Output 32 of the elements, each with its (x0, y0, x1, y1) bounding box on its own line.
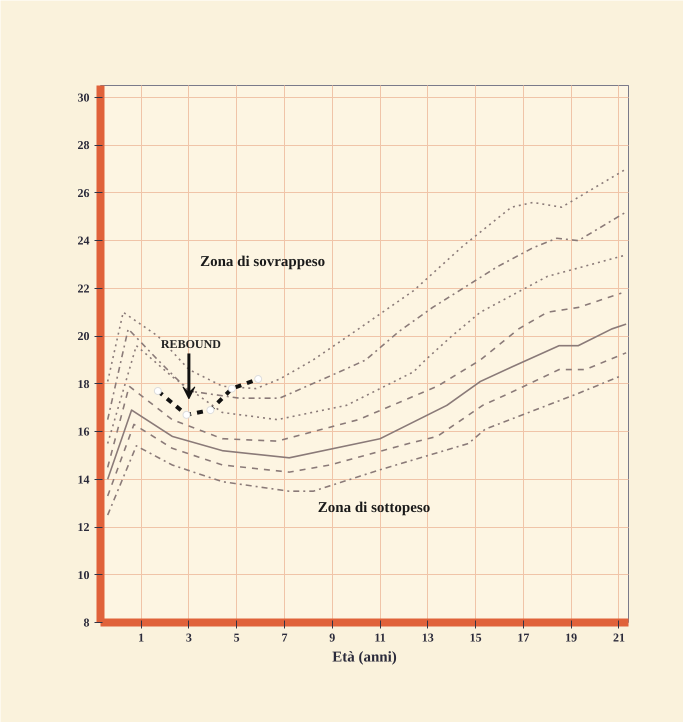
x-tick-label: 11 (374, 630, 386, 644)
annotation: Zona di sottopeso (318, 500, 430, 516)
x-tick-label: 9 (329, 630, 336, 644)
y-tick-label: 18 (78, 376, 90, 391)
x-tick-label: 17 (517, 630, 530, 644)
y-tick-label: 14 (78, 472, 90, 486)
y-tick-label: 10 (78, 568, 90, 582)
line-series (106, 352, 627, 497)
y-tick-label: 28 (78, 138, 90, 152)
annotation: Zona di sovrappeso (200, 254, 326, 270)
line-series (106, 168, 627, 390)
x-tick-label: 5 (234, 630, 240, 644)
y-tick-label: 22 (78, 281, 90, 296)
line-series (106, 376, 620, 516)
x-tick-label: 3 (186, 630, 192, 644)
x-tick-label: 13 (422, 630, 434, 644)
y-tick-label: 26 (78, 186, 90, 200)
annotation: REBOUND (160, 336, 222, 351)
y-tick-label: 16 (78, 424, 90, 439)
y-tick-label: 8 (84, 616, 90, 630)
y-tick-label: 30 (78, 90, 90, 104)
x-axis-title: Età (anni) (332, 650, 397, 666)
x-tick-label: 7 (281, 630, 288, 644)
line-series (106, 292, 622, 468)
x-tick-label: 21 (612, 630, 625, 644)
y-tick-label: 24 (78, 234, 90, 248)
y-tick-label: 12 (78, 520, 90, 534)
y-tick-label: 20 (78, 329, 90, 344)
x-tick-label: 19 (565, 630, 578, 644)
x-tick-label: 15 (470, 630, 482, 644)
line-series (106, 323, 627, 480)
x-tick-label: 1 (138, 630, 144, 644)
